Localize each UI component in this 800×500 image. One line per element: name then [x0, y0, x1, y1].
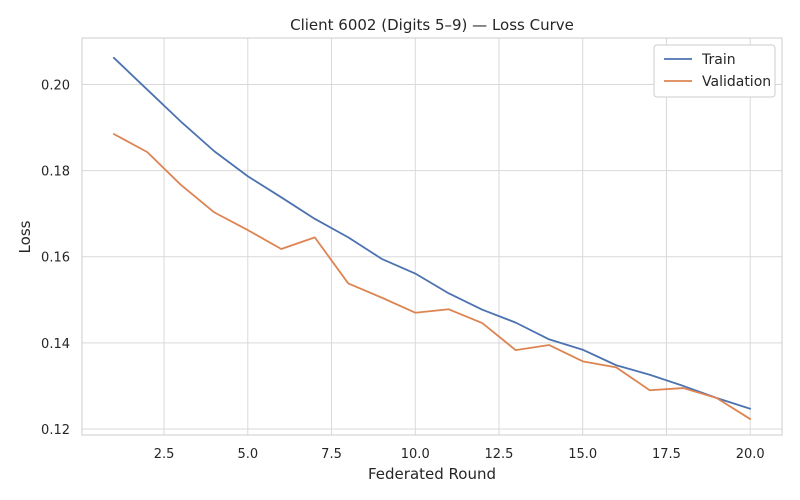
x-axis-label: Federated Round	[368, 465, 496, 483]
y-tick-label: 0.20	[41, 79, 70, 94]
series-line-validation	[112, 133, 752, 420]
x-tick-label: 10.0	[401, 447, 430, 462]
legend-box	[653, 44, 776, 98]
chart-title: Client 6002 (Digits 5–9) — Loss Curve	[290, 16, 574, 34]
x-tick-label: 12.5	[485, 447, 514, 462]
tick-labels: 2.5 5.0 7.5 10.0 12.5 15.0 17.5 20.0 0.12 0.14 0.1…	[41, 79, 765, 462]
y-axis-label: Loss	[16, 220, 34, 253]
y-tick-label: 0.12	[41, 423, 70, 438]
x-tick-label: 17.5	[652, 447, 681, 462]
x-tick-label: 7.5	[321, 447, 342, 462]
series-layer	[112, 56, 752, 420]
x-tick-label: 2.5	[154, 447, 175, 462]
series-line-train	[112, 56, 752, 410]
y-tick-label: 0.16	[41, 251, 70, 266]
y-tick-label: 0.18	[41, 165, 70, 180]
legend-label-validation: Validation	[702, 74, 771, 90]
x-tick-label: 5.0	[237, 447, 258, 462]
grid-lines	[82, 38, 782, 435]
y-tick-label: 0.14	[41, 337, 70, 352]
plot-frame	[81, 37, 783, 436]
x-tick-label: 15.0	[568, 447, 597, 462]
legend: Train Validation	[653, 44, 776, 98]
legend-label-train: Train	[701, 52, 736, 68]
x-tick-label: 20.0	[736, 447, 765, 462]
